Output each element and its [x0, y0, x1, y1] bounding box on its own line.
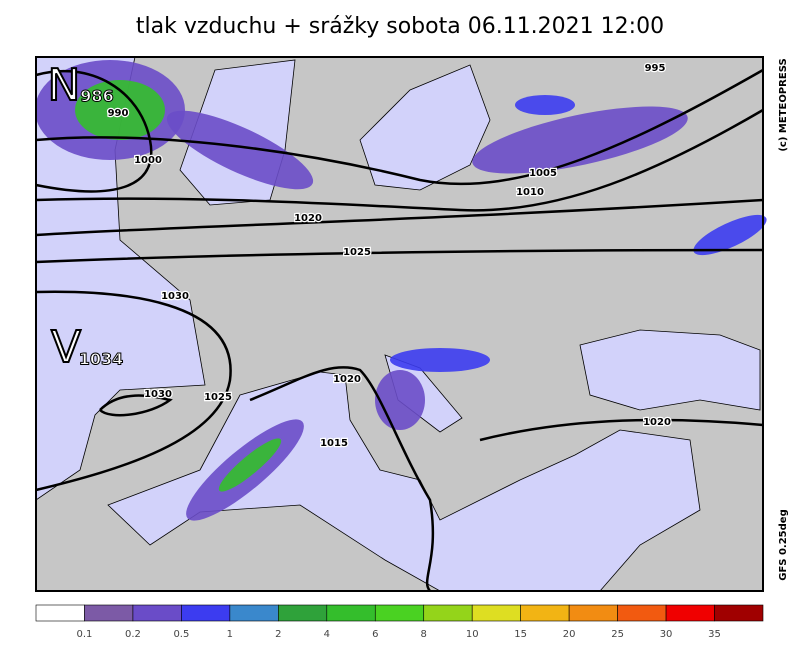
legend-swatch — [374, 604, 425, 622]
legend-swatch — [714, 604, 764, 622]
legend-label: 25 — [611, 629, 624, 640]
legend-swatch — [278, 604, 328, 622]
high-letter: V — [51, 322, 81, 373]
color-legend: 0.1 0.2 0.5 1 2 4 6 8 10 15 20 25 30 35 — [35, 604, 764, 640]
precipitation — [35, 60, 767, 521]
precip-area — [75, 80, 165, 140]
isobar-label: 1015 — [320, 438, 348, 449]
map-frame — [35, 56, 764, 592]
legend-label: 10 — [466, 629, 479, 640]
precip-area — [218, 438, 282, 492]
isobar — [249, 366, 435, 592]
legend-swatch — [35, 604, 85, 622]
isobar — [35, 69, 153, 193]
map-panel: 995 990 1000 1005 1010 1020 1025 1030 1030 1025 10… — [35, 56, 767, 592]
isobar-label: 1025 — [204, 392, 232, 403]
legend-label: 6 — [372, 629, 378, 640]
isobars — [35, 68, 764, 592]
isobar-label: 1000 — [134, 155, 162, 166]
isobar — [35, 198, 764, 237]
legend-label: 20 — [563, 629, 576, 640]
isobar-label: 995 — [645, 63, 666, 74]
isobar-labels: 995 990 1000 1005 1010 1020 1025 1030 1030 1025 10… — [106, 62, 672, 451]
model-label: GFS 0.25deg — [778, 509, 789, 581]
legend-swatch — [617, 604, 667, 622]
isobar — [479, 418, 764, 442]
low-center: N 986 — [47, 59, 115, 112]
legend-label: 8 — [421, 629, 427, 640]
legend-swatch — [520, 604, 570, 622]
isobar-label: 1030 — [144, 389, 172, 400]
isobar-label: 1020 — [294, 213, 322, 224]
isobar — [99, 394, 173, 417]
high-center: V 1034 — [50, 321, 124, 374]
precip-area — [390, 348, 490, 372]
legend-label: 0.2 — [125, 629, 141, 640]
isobar-label: 1025 — [343, 247, 371, 258]
black-sea — [579, 329, 761, 411]
legend-swatch — [132, 604, 182, 622]
legend-label: 4 — [324, 629, 330, 640]
isobar — [35, 290, 232, 492]
legend-swatch — [665, 604, 715, 622]
isobar-label: 1020 — [643, 417, 671, 428]
legend-swatch — [229, 604, 279, 622]
legend-swatch — [181, 604, 231, 622]
legend-label: 0.5 — [173, 629, 189, 640]
isobar-label: 1020 — [333, 374, 361, 385]
legend-label: 30 — [660, 629, 673, 640]
legend-label: 2 — [275, 629, 281, 640]
precip-area — [693, 214, 767, 256]
baltic — [359, 64, 491, 191]
legend-swatch — [84, 604, 134, 622]
high-value: 1034 — [79, 350, 124, 369]
precip-area — [472, 106, 688, 174]
isobar — [35, 248, 764, 264]
precip-area — [166, 110, 314, 190]
low-value: 986 — [80, 87, 113, 106]
legend-label: 0.1 — [77, 629, 93, 640]
isobar-label: 990 — [108, 108, 129, 119]
legend-swatch — [326, 604, 376, 622]
title: tlak vzduchu + srážky sobota 06.11.2021 … — [136, 14, 664, 39]
legend-label: 35 — [708, 629, 721, 640]
legend-swatch — [471, 604, 521, 622]
mediterranean — [107, 371, 701, 592]
isobar-label: 1005 — [529, 168, 557, 179]
isobar-label: 1010 — [516, 187, 544, 198]
precip-area — [515, 95, 575, 115]
credit: (c) METEOPRESS — [778, 58, 789, 151]
legend-swatch — [423, 604, 473, 622]
legend-label: 1 — [227, 629, 233, 640]
isobar — [35, 108, 764, 212]
legend-label: 15 — [514, 629, 527, 640]
low-letter: N — [48, 60, 81, 111]
isobar — [35, 68, 764, 186]
legend-swatch — [568, 604, 618, 622]
isobar-label: 1030 — [161, 291, 189, 302]
precip-area — [375, 370, 425, 430]
